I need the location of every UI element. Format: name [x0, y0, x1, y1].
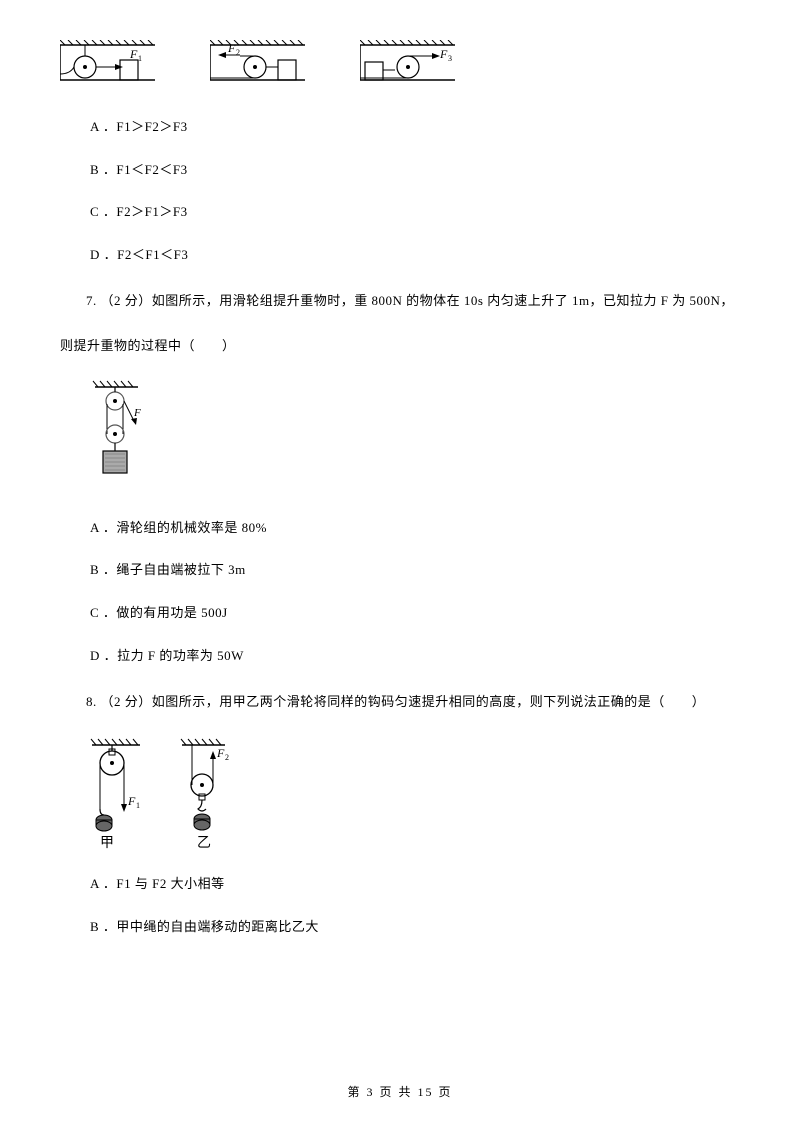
q7-text: 7. （2 分）如图所示，用滑轮组提升重物时，重 800N 的物体在 10s 内…	[60, 288, 740, 314]
label-jia: 甲	[100, 836, 114, 851]
label-yi: 乙	[197, 835, 211, 851]
q8-figure: F 1 甲 F 2 乙	[90, 737, 740, 852]
svg-text:F: F	[216, 746, 225, 760]
q7-text-cont: 则提升重物的过程中（ ）	[60, 336, 740, 357]
q6-diagrams: F 1 F 2	[60, 40, 740, 92]
q7-option-a: A ．滑轮组的机械效率是 80%	[90, 518, 740, 539]
svg-text:1: 1	[138, 54, 142, 63]
svg-text:F: F	[227, 41, 236, 55]
q6-option-b: B ．F1＜F2＜F3	[90, 160, 740, 181]
svg-text:2: 2	[225, 753, 229, 762]
q6-option-c: C ．F2＞F1＞F3	[90, 202, 740, 223]
svg-text:2: 2	[236, 48, 240, 57]
svg-text:1: 1	[136, 801, 140, 810]
q8-diagram-yi: F 2 乙	[180, 737, 235, 852]
q7-option-c: C ．做的有用功是 500J	[90, 603, 740, 624]
svg-text:F: F	[133, 407, 141, 419]
q6-option-d: D ．F2＜F1＜F3	[90, 245, 740, 266]
q8-option-a: A ．F1 与 F2 大小相等	[90, 874, 740, 895]
svg-text:F: F	[439, 47, 448, 61]
diagram-f3: F 3	[360, 40, 460, 92]
q8-text: 8. （2 分）如图所示，用甲乙两个滑轮将同样的钩码匀速提升相同的高度，则下列说…	[60, 689, 740, 715]
q8-diagram-jia: F 1 甲	[90, 737, 150, 852]
diagram-f2: F 2	[210, 40, 310, 92]
q8-option-b: B ．甲中绳的自由端移动的距离比乙大	[90, 917, 740, 938]
q7-option-d: D ．拉力 F 的功率为 50W	[90, 646, 740, 667]
q6-option-a: A ．F1＞F2＞F3	[90, 117, 740, 138]
svg-text:3: 3	[448, 54, 452, 63]
svg-text:F: F	[129, 47, 138, 61]
diagram-f1: F 1	[60, 40, 160, 92]
q7-option-b: B ．绳子自由端被拉下 3m	[90, 560, 740, 581]
svg-text:F: F	[127, 794, 136, 808]
q7-pulley-figure: F	[90, 379, 740, 496]
page-footer: 第 3 页 共 15 页	[0, 1083, 800, 1102]
